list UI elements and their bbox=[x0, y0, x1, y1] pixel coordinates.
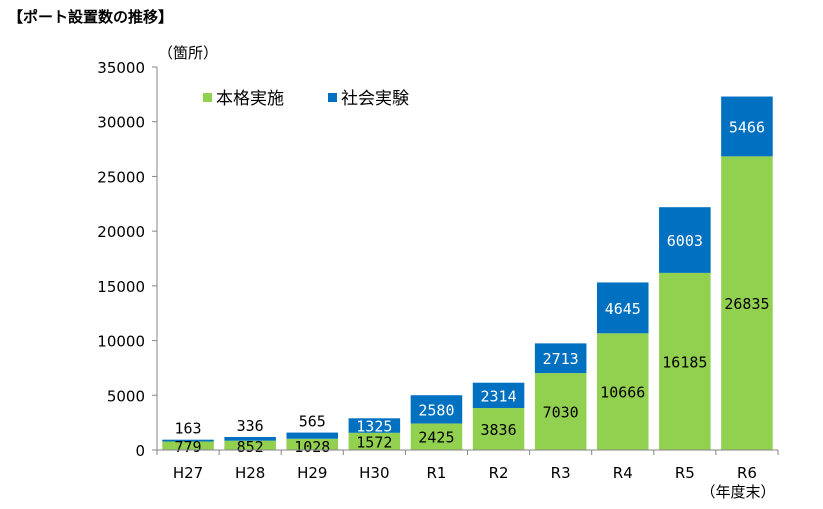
data-label-full-implementation: 779 bbox=[175, 438, 202, 456]
data-label-social-experiment: 163 bbox=[175, 420, 202, 438]
data-label-social-experiment: 2580 bbox=[418, 401, 454, 419]
bar-social-experiment bbox=[534, 343, 587, 374]
y-tick-label: 20000 bbox=[97, 223, 145, 241]
bar-social-experiment bbox=[721, 96, 773, 157]
data-label-social-experiment: 6003 bbox=[667, 232, 703, 250]
data-label-full-implementation: 2425 bbox=[418, 429, 454, 447]
x-tick-label: H28 bbox=[235, 464, 265, 482]
data-label-full-implementation: 1028 bbox=[294, 438, 330, 456]
x-tick-label: H29 bbox=[297, 464, 327, 482]
bar-full-implementation bbox=[224, 440, 276, 450]
bar-social-experiment bbox=[472, 382, 525, 409]
data-label-full-implementation: 16185 bbox=[662, 353, 707, 371]
y-tick-label: 5000 bbox=[107, 387, 145, 405]
data-label-social-experiment: 336 bbox=[237, 417, 264, 435]
x-tick-label: R3 bbox=[551, 464, 571, 482]
y-tick-label: 0 bbox=[135, 442, 145, 460]
data-label-full-implementation: 852 bbox=[237, 438, 264, 456]
bar-full-implementation bbox=[286, 438, 339, 450]
x-tick-label: R4 bbox=[613, 464, 633, 482]
bar-social-experiment bbox=[596, 282, 649, 334]
data-label-full-implementation: 7030 bbox=[543, 404, 579, 422]
data-label-social-experiment: 2314 bbox=[480, 387, 516, 405]
legend-label-social-experiment: 社会実験 bbox=[341, 89, 409, 109]
bar-social-experiment bbox=[162, 439, 214, 442]
legend-swatch-social-experiment bbox=[328, 93, 337, 102]
x-tick-label: H30 bbox=[359, 464, 389, 482]
x-axis-note: （年度末） bbox=[700, 483, 775, 501]
legend: 本格実施 社会実験 bbox=[203, 89, 409, 109]
y-tick-label: 30000 bbox=[97, 114, 145, 132]
data-label-social-experiment: 1325 bbox=[356, 418, 392, 436]
y-axis-unit-label: （箇所） bbox=[158, 44, 218, 62]
bar-social-experiment bbox=[286, 432, 339, 439]
y-tick-label: 10000 bbox=[97, 333, 145, 351]
legend-label-full-implementation: 本格実施 bbox=[216, 89, 284, 109]
bar-social-experiment bbox=[224, 436, 276, 441]
x-tick-label: R6 bbox=[737, 464, 757, 482]
bar-full-implementation bbox=[721, 156, 773, 450]
data-label-full-implementation: 10666 bbox=[600, 384, 645, 402]
data-label-social-experiment: 5466 bbox=[729, 118, 765, 136]
data-label-social-experiment: 565 bbox=[299, 413, 326, 431]
data-label-social-experiment: 4645 bbox=[605, 300, 641, 318]
bar-social-experiment bbox=[348, 418, 401, 433]
page-title: 【ポート設置数の推移】 bbox=[8, 8, 174, 26]
x-axis: H27 H28 H29 H30 R1 R2 R3 R4 R5 R6 bbox=[156, 449, 779, 482]
bar-social-experiment bbox=[659, 207, 711, 273]
x-tick-label: R1 bbox=[426, 464, 446, 482]
bar-social-experiment bbox=[410, 395, 463, 424]
bar-full-implementation bbox=[162, 441, 214, 450]
x-tick-label: H27 bbox=[173, 464, 203, 482]
bar-full-implementation bbox=[596, 333, 649, 450]
y-tick-label: 15000 bbox=[97, 278, 145, 296]
y-tick-label: 25000 bbox=[97, 168, 145, 186]
data-label-full-implementation: 26835 bbox=[724, 295, 769, 313]
x-tick-label: R5 bbox=[675, 464, 695, 482]
x-tick-label: R2 bbox=[489, 464, 509, 482]
y-axis: 0 5000 10000 15000 20000 25000 30000 35000 bbox=[97, 59, 158, 460]
bar-full-implementation bbox=[348, 432, 401, 450]
bar-full-implementation bbox=[472, 408, 525, 450]
data-label-social-experiment: 2713 bbox=[543, 350, 579, 368]
bar-full-implementation bbox=[534, 373, 587, 450]
data-label-full-implementation: 3836 bbox=[480, 421, 516, 439]
legend-swatch-full-implementation bbox=[203, 93, 212, 102]
bar-full-implementation bbox=[410, 423, 463, 450]
data-label-full-implementation: 1572 bbox=[356, 433, 392, 451]
y-tick-label: 35000 bbox=[97, 59, 145, 77]
bar-full-implementation bbox=[659, 272, 711, 450]
